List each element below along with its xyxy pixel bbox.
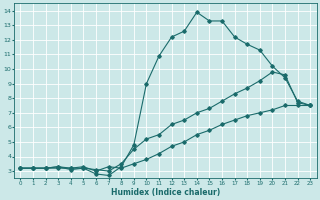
X-axis label: Humidex (Indice chaleur): Humidex (Indice chaleur): [111, 188, 220, 197]
